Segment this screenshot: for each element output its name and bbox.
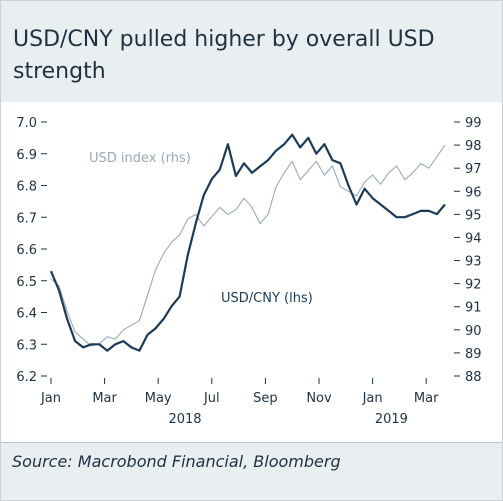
- x-tick-label: Sep: [253, 391, 278, 406]
- plot-area: 7.0 6.9 6.8 6.7 6.6 6.5 6.4 6.3 6.2 99 98 97 96 95 94 9…: [1, 102, 502, 442]
- chart-title: USD/CNY pulled higher by overall USD str…: [13, 27, 435, 84]
- right-tick-label: 90: [465, 324, 482, 339]
- x-tick-label: Mar: [92, 391, 117, 406]
- right-tick-label: 96: [465, 185, 482, 200]
- x-year-label: 2018: [168, 412, 201, 427]
- x-tick-label: Nov: [306, 391, 332, 406]
- right-tick-label: 97: [465, 162, 482, 177]
- left-tick-label: 6.3: [16, 338, 37, 353]
- right-tick-label: 94: [465, 231, 482, 246]
- line-chart: 7.0 6.9 6.8 6.7 6.6 6.5 6.4 6.3 6.2 99 98 97 96 95 94 9…: [16, 116, 482, 427]
- left-tick-label: 6.8: [16, 180, 37, 195]
- usd-index-line: [50, 144, 446, 347]
- x-tick-label: Jan: [40, 391, 61, 406]
- left-tick-label: 6.9: [16, 148, 37, 163]
- left-tick-label: 6.4: [16, 307, 37, 322]
- x-year-label: 2019: [375, 412, 408, 427]
- left-tick-label: 6.5: [16, 275, 37, 290]
- right-tick-label: 93: [465, 255, 482, 270]
- right-tick-label: 99: [465, 116, 482, 131]
- title-band: [1, 1, 502, 102]
- x-tick-label: May: [145, 391, 172, 406]
- left-tick-label: 6.6: [16, 243, 37, 258]
- right-tick-label: 92: [465, 278, 482, 293]
- left-tick-label: 6.2: [16, 370, 37, 385]
- right-tick-label: 89: [465, 347, 482, 362]
- x-tick-label: Jan: [362, 391, 383, 406]
- usdcny-line: [49, 133, 446, 352]
- left-tick-label: 6.7: [16, 211, 37, 226]
- series-label-usd-index: USD index (rhs): [89, 151, 191, 166]
- source-band: [1, 442, 502, 500]
- right-tick-label: 88: [465, 370, 482, 385]
- x-tick-label: Jul: [203, 391, 220, 406]
- left-tick-label: 7.0: [16, 116, 37, 131]
- right-tick-label: 98: [465, 139, 482, 154]
- x-tick-label: Mar: [414, 391, 439, 406]
- right-tick-label: 95: [465, 208, 482, 223]
- source-note: Source: Macrobond Financial, Bloomberg: [12, 452, 341, 471]
- right-tick-label: 91: [465, 301, 482, 316]
- series-label-usdcny: USD/CNY (lhs): [221, 291, 313, 306]
